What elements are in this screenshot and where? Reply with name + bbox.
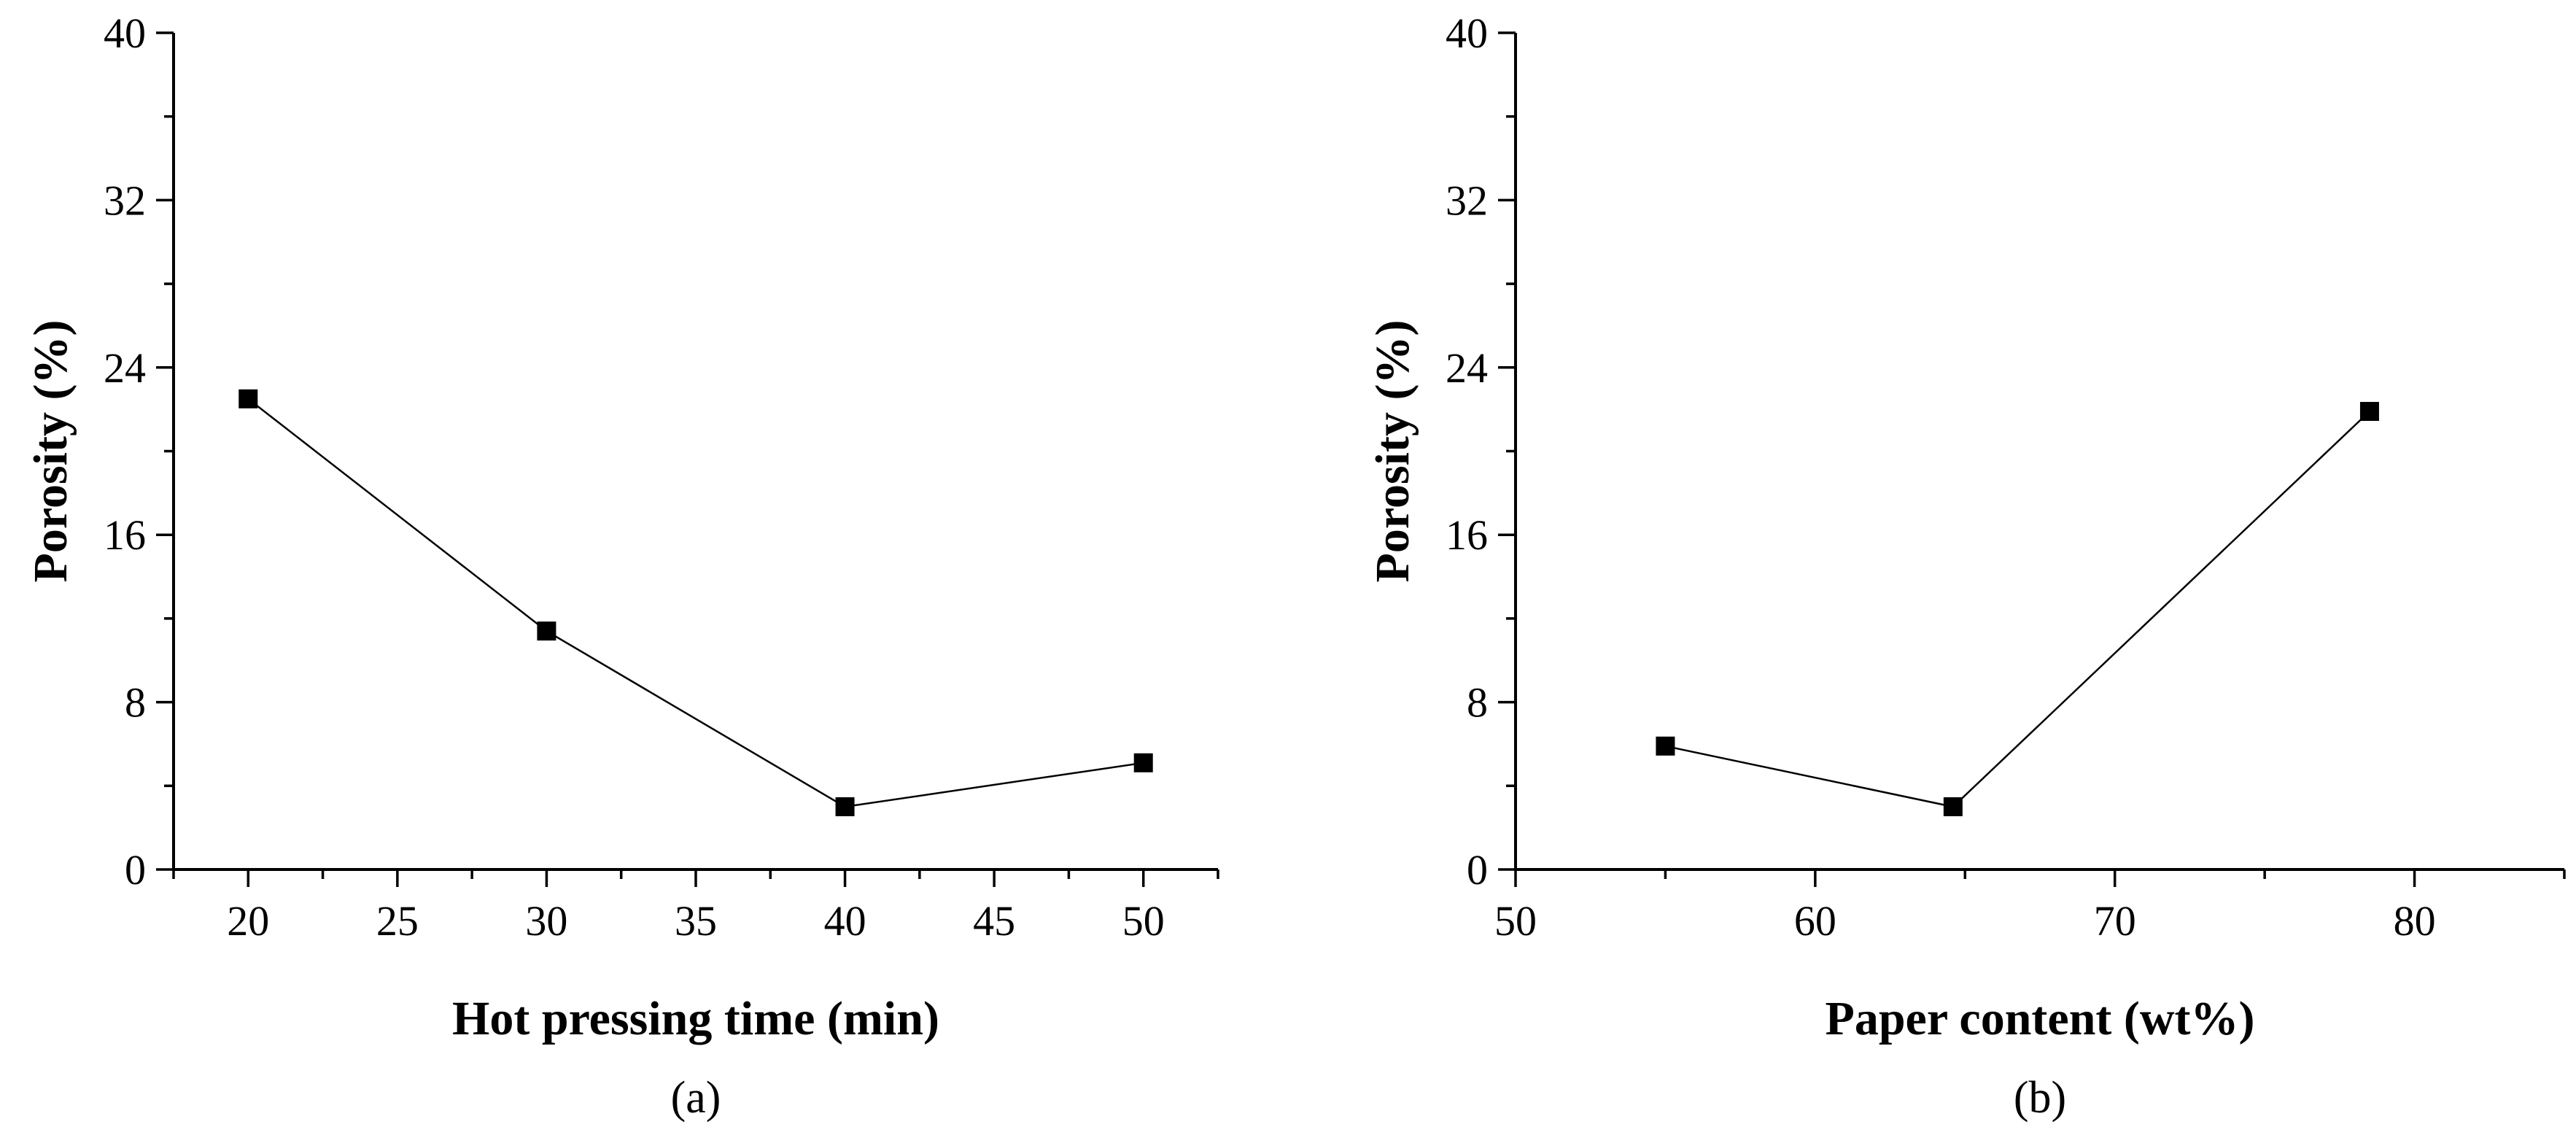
chart-panel-b: Paper content (wt%) Porosity (%) (b) 50 6… (1366, 9, 2566, 1123)
x-tick-label: 20 (227, 897, 269, 945)
x-axis-title: Hot pressing time (min) (452, 992, 939, 1045)
x-tick-label: 45 (973, 897, 1015, 945)
series-line (247, 398, 1144, 808)
data-point (1656, 736, 1675, 756)
series-line (1665, 411, 2370, 808)
y-tick-label: 8 (125, 679, 146, 727)
y-tick-label: 40 (104, 9, 146, 57)
y-axis-title: Porosity (%) (24, 320, 77, 583)
x-tick-label: 25 (376, 897, 419, 945)
y-tick-label: 32 (1446, 177, 1488, 224)
y-tick-label: 0 (125, 846, 146, 894)
x-tick-label: 80 (2394, 897, 2436, 945)
x-tick-label: 40 (824, 897, 866, 945)
data-point (1943, 797, 1963, 816)
y-tick-label: 40 (1446, 9, 1488, 57)
y-tick-label: 8 (1467, 679, 1488, 727)
y-tick-label: 16 (104, 511, 146, 559)
data-point (2359, 402, 2379, 422)
chart-panel-a: Hot pressing time (min) Porosity (%) (a)… (24, 9, 1219, 1123)
data-point (238, 389, 258, 408)
y-axis-title: Porosity (%) (1366, 320, 1419, 583)
y-tick-label: 16 (1446, 511, 1488, 559)
x-tick-label: 50 (1122, 897, 1165, 945)
data-point (1133, 753, 1153, 772)
y-tick-label: 24 (104, 344, 146, 392)
x-axis-title: Paper content (wt%) (1826, 992, 2255, 1045)
data-point (537, 621, 556, 641)
y-tick-label: 0 (1467, 846, 1488, 894)
x-tick-label: 50 (1494, 897, 1537, 945)
panel-label: (a) (671, 1073, 721, 1123)
y-tick-label: 32 (104, 177, 146, 224)
panel-label: (b) (2014, 1073, 2066, 1123)
y-tick-label: 24 (1446, 344, 1488, 392)
x-tick-label: 70 (2094, 897, 2136, 945)
x-tick-label: 35 (675, 897, 717, 945)
x-tick-label: 60 (1794, 897, 1836, 945)
x-tick-label: 30 (525, 897, 567, 945)
data-point (835, 797, 855, 816)
